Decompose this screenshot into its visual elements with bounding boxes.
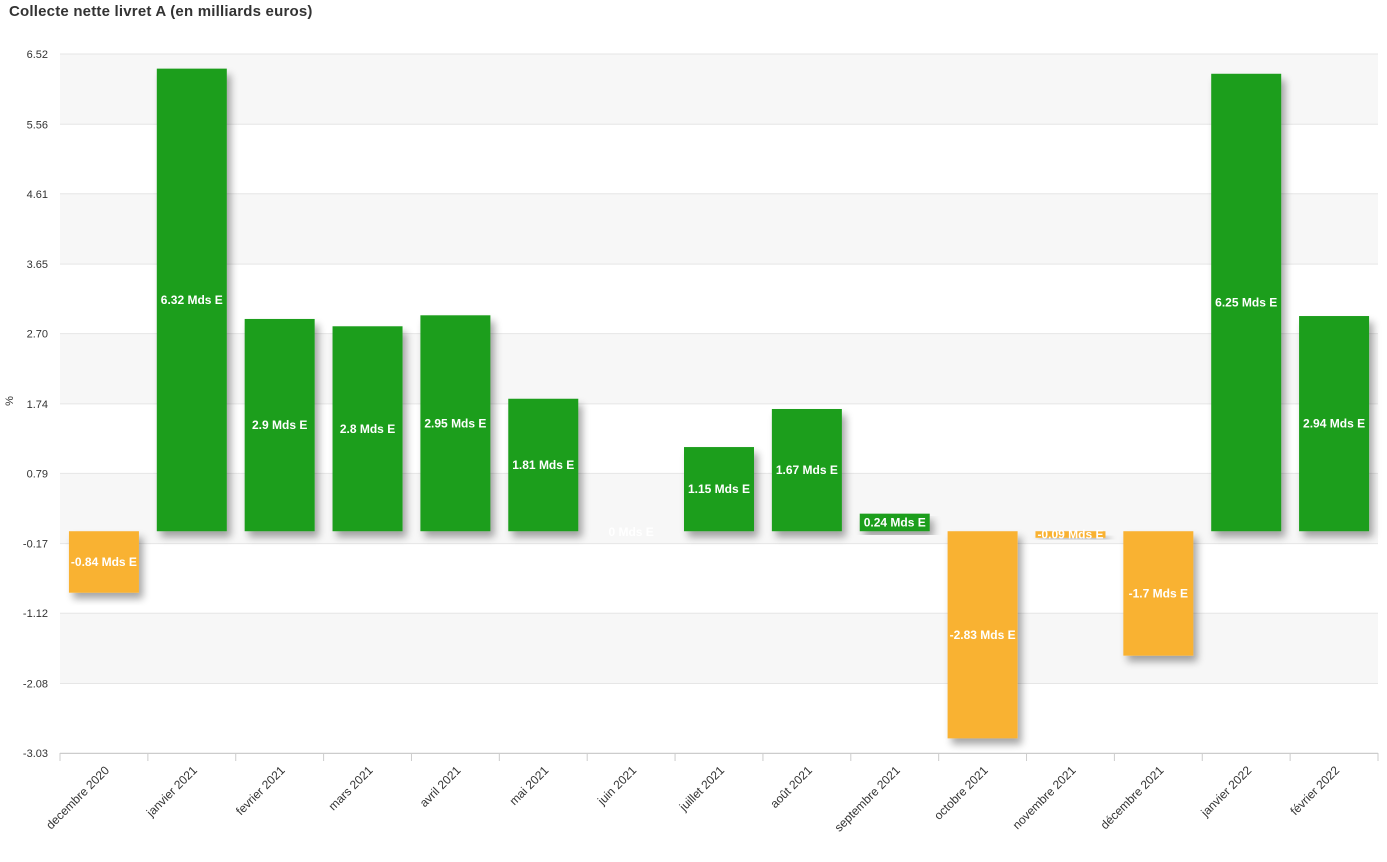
- bar[interactable]: [1211, 73, 1282, 532]
- data-label: 1.15 Mds E: [688, 482, 750, 496]
- bar[interactable]: [1299, 316, 1370, 532]
- y-tick-label: 6.52: [27, 49, 48, 61]
- data-label: 0 Mds E: [608, 525, 653, 539]
- bar[interactable]: [156, 68, 227, 532]
- bar[interactable]: [1123, 531, 1194, 656]
- bar[interactable]: [684, 447, 754, 532]
- data-label: 2.95 Mds E: [424, 416, 486, 430]
- y-tick-label: 2.70: [27, 329, 48, 341]
- x-tick-label: janvier 2021: [143, 763, 200, 820]
- x-tick-label: fevrier 2021: [233, 763, 288, 818]
- bar[interactable]: [771, 408, 842, 532]
- data-label: -1.7 Mds E: [1129, 586, 1188, 600]
- data-label: 1.81 Mds E: [512, 458, 574, 472]
- x-tick-label: novembre 2021: [1010, 763, 1079, 832]
- data-label: 1.67 Mds E: [776, 463, 838, 477]
- bar[interactable]: [420, 315, 491, 532]
- plot-band: [60, 193, 1378, 265]
- x-tick-label: avril 2021: [417, 763, 464, 810]
- data-labels: -0.84 Mds E 6.32 Mds E 2.9 Mds E 2.8 Mds E 2…: [71, 293, 1365, 642]
- x-tick-label: decembre 2020: [43, 763, 112, 832]
- bar[interactable]: [859, 513, 930, 532]
- data-label: 6.25 Mds E: [1215, 295, 1277, 309]
- bar[interactable]: [244, 318, 315, 532]
- bar[interactable]: [508, 398, 579, 532]
- bar[interactable]: [1035, 531, 1106, 538]
- x-tick-label: juillet 2021: [676, 763, 727, 814]
- x-tick-label: octobre 2021: [931, 763, 991, 823]
- x-tick-label: décembre 2021: [1098, 763, 1167, 832]
- data-label: 2.8 Mds E: [340, 422, 395, 436]
- bar[interactable]: [68, 531, 139, 593]
- x-tick-label: février 2022: [1287, 763, 1342, 818]
- x-tick-label: mars 2021: [326, 763, 376, 813]
- x-tick-label: janvier 2022: [1197, 763, 1254, 820]
- x-tick-label: août 2021: [767, 763, 815, 811]
- x-tick-label: septembre 2021: [832, 763, 903, 834]
- y-tick-label: -2.08: [23, 678, 48, 690]
- plot-band: [60, 54, 1378, 125]
- y-tick-label: 4.61: [27, 189, 48, 201]
- chart-title: Collecte nette livret A (en milliards eu…: [9, 3, 313, 20]
- x-axis: decembre 2020 janvier 2021 fevrier 2021 mar…: [43, 753, 1379, 834]
- data-label: 0.24 Mds E: [864, 515, 926, 529]
- y-tick-label: -0.17: [23, 539, 48, 551]
- x-tick-label: juin 2021: [594, 763, 639, 808]
- x-tick-label: mai 2021: [507, 763, 552, 808]
- y-tick-label: 1.74: [27, 399, 48, 411]
- data-label: 2.94 Mds E: [1303, 417, 1365, 431]
- y-tick-label: -3.03: [23, 748, 48, 760]
- y-axis-ticks: 6.52 5.56 4.61 3.65 2.70 1.74 0.79 -0.17 -1.12 -2…: [23, 49, 48, 760]
- data-label: -0.09 Mds E: [1037, 528, 1103, 542]
- y-axis-label: %: [4, 396, 16, 406]
- y-tick-label: 5.56: [27, 119, 48, 131]
- data-label: 2.9 Mds E: [252, 418, 307, 432]
- data-label: 6.32 Mds E: [161, 293, 223, 307]
- bars: [68, 68, 1370, 739]
- data-label: -0.84 Mds E: [71, 555, 137, 569]
- y-tick-label: -1.12: [23, 608, 48, 620]
- y-tick-label: 0.79: [27, 468, 48, 480]
- bar[interactable]: [332, 326, 403, 532]
- data-label: -2.83 Mds E: [950, 628, 1016, 642]
- bar[interactable]: [947, 531, 1018, 739]
- y-tick-label: 3.65: [27, 259, 48, 271]
